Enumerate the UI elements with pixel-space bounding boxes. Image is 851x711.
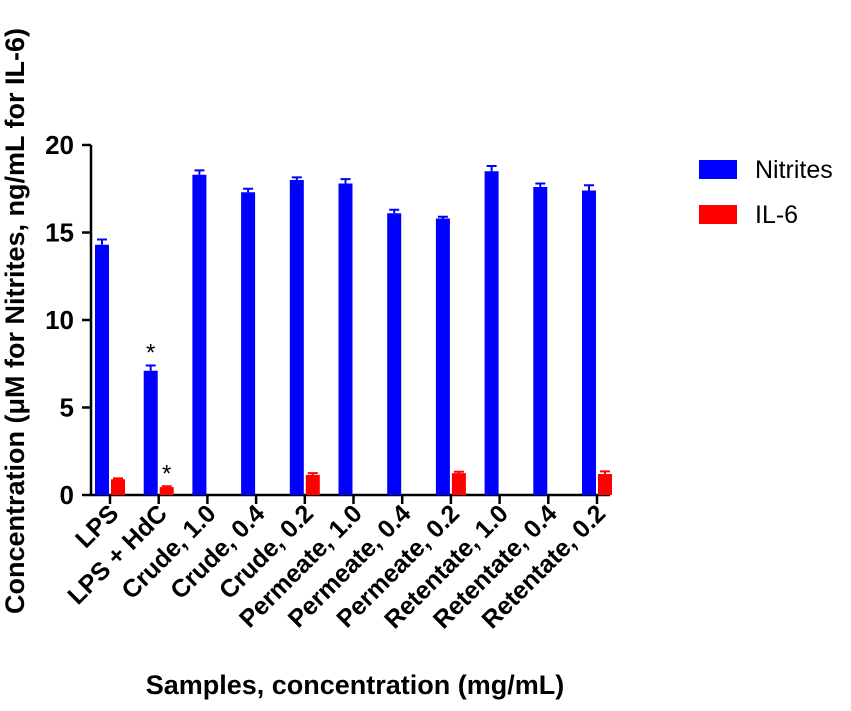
bar-nitrites: [289, 180, 304, 495]
y-tick-label: 0: [60, 480, 74, 510]
bar-il6: [598, 474, 612, 495]
bar-nitrites: [241, 192, 256, 495]
bars-layer: [95, 165, 612, 495]
bar-il6: [305, 474, 320, 495]
x-axis-label: Samples, concentration (mg/mL): [146, 670, 565, 700]
legend: Nitrites IL-6: [699, 156, 833, 229]
bar-nitrites: [435, 218, 450, 495]
bar-il6: [159, 487, 174, 495]
bar-nitrites: [192, 174, 207, 495]
bar-nitrites: [143, 370, 158, 495]
bar-nitrites: [387, 213, 402, 495]
bar-nitrites: [582, 190, 596, 495]
bar-il6: [111, 479, 125, 495]
legend-swatch-il6: [699, 205, 737, 224]
bar-nitrites: [95, 244, 109, 495]
y-tick-label: 10: [45, 305, 74, 335]
y-tick-label: 15: [45, 218, 74, 248]
axes-layer: [82, 143, 610, 504]
bar-il6: [451, 473, 466, 495]
bar-nitrites: [533, 187, 548, 495]
significance-marker: *: [162, 460, 171, 487]
legend-label: IL-6: [755, 201, 798, 229]
y-axis-label: Concentration (μM for Nitrites, ng/mL fo…: [0, 28, 30, 614]
legend-swatch-nitrites: [699, 160, 737, 179]
y-tick-label: 20: [45, 130, 74, 160]
y-tick-label: 5: [60, 393, 74, 423]
significance-marker: *: [146, 340, 155, 367]
bar-nitrites: [338, 183, 353, 495]
legend-label: Nitrites: [755, 156, 833, 184]
bar-nitrites: [484, 171, 499, 495]
